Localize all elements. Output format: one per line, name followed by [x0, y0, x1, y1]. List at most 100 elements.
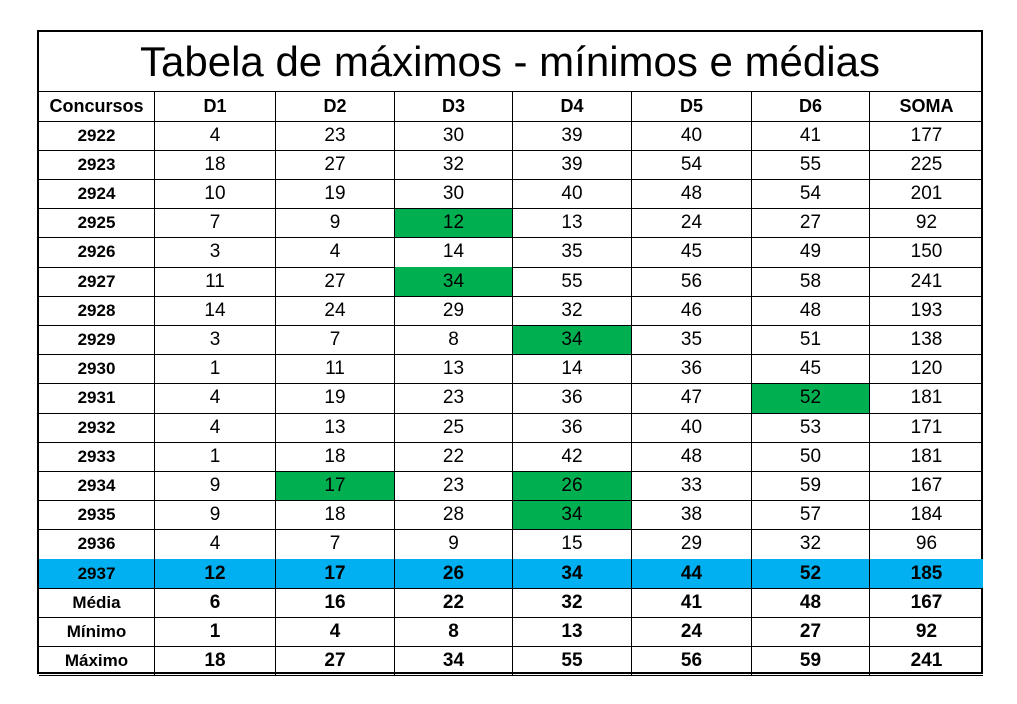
- table-cell: 120: [870, 355, 983, 385]
- column-header: D5: [632, 92, 752, 122]
- table-cell: 2936: [39, 530, 155, 560]
- table-cell: 22: [395, 588, 513, 619]
- table-cell: 16: [276, 588, 395, 619]
- table-cell: 34: [513, 559, 632, 589]
- table-cell: 14: [513, 354, 632, 385]
- table-cell: 9: [276, 208, 395, 239]
- table-cell: 26: [513, 471, 632, 502]
- table-cell: 34: [513, 325, 632, 356]
- table-cell: 19: [276, 384, 395, 414]
- table-cell: Máximo: [39, 646, 155, 677]
- table: Tabela de máximos - mínimos e médias Con…: [37, 30, 983, 677]
- table-cell: 14: [395, 238, 513, 268]
- table-cell: 201: [870, 180, 983, 210]
- table-cell: 1: [155, 354, 276, 385]
- table-cell: 52: [752, 384, 870, 414]
- table-cell: 167: [870, 588, 983, 619]
- table-cell: 55: [752, 150, 870, 181]
- table-cell: 7: [276, 325, 395, 356]
- column-header: D6: [752, 92, 870, 122]
- table-cell: 32: [513, 588, 632, 619]
- table-cell: 1: [155, 617, 276, 648]
- table-cell: 2933: [39, 442, 155, 473]
- table-cell: 241: [870, 267, 983, 297]
- table-cell: 6: [155, 588, 276, 619]
- table-cell: 2925: [39, 208, 155, 239]
- table-cell: 32: [513, 296, 632, 327]
- table-cell: 56: [632, 267, 752, 297]
- table-cell: 52: [752, 559, 870, 589]
- table-cell: 40: [513, 179, 632, 210]
- table-cell: 184: [870, 501, 983, 531]
- table-cell: 10: [155, 179, 276, 210]
- table-cell: 13: [395, 354, 513, 385]
- table-cell: 2928: [39, 296, 155, 327]
- table-cell: 4: [155, 121, 276, 151]
- table-cell: 225: [870, 150, 983, 181]
- table-cell: 92: [870, 209, 983, 239]
- column-header: D2: [276, 92, 395, 122]
- table-cell: 24: [276, 296, 395, 327]
- table-cell: 15: [513, 530, 632, 560]
- table-cell: 3: [155, 238, 276, 268]
- table-cell: 171: [870, 413, 983, 443]
- table-cell: 185: [870, 559, 983, 589]
- column-header: SOMA: [870, 92, 983, 122]
- table-cell: 36: [513, 413, 632, 443]
- table-cell: 27: [276, 150, 395, 181]
- table-cell: 38: [632, 500, 752, 531]
- table-cell: 26: [395, 559, 513, 589]
- table-cell: 36: [632, 354, 752, 385]
- table-cell: 4: [276, 238, 395, 268]
- table-cell: 9: [155, 471, 276, 502]
- table-cell: 18: [155, 646, 276, 677]
- table-cell: 19: [276, 179, 395, 210]
- table-cell: 17: [276, 559, 395, 589]
- table-cell: 59: [752, 646, 870, 677]
- table-cell: 59: [752, 471, 870, 502]
- table-cell: 12: [155, 559, 276, 589]
- table-cell: 24: [632, 208, 752, 239]
- table-cell: 34: [395, 267, 513, 297]
- table-cell: 48: [632, 442, 752, 473]
- table-cell: 35: [513, 238, 632, 268]
- table-cell: 2924: [39, 179, 155, 210]
- table-cell: 40: [632, 121, 752, 151]
- table-cell: 58: [752, 267, 870, 297]
- table-cell: 2930: [39, 354, 155, 385]
- table-cell: 32: [395, 150, 513, 181]
- table-cell: 138: [870, 326, 983, 356]
- table-cell: 11: [155, 267, 276, 297]
- table-cell: 53: [752, 413, 870, 443]
- table-cell: 54: [752, 179, 870, 210]
- table-cell: 39: [513, 150, 632, 181]
- table-cell: 48: [632, 179, 752, 210]
- table-cell: 18: [155, 150, 276, 181]
- table-cell: 11: [276, 354, 395, 385]
- table-cell: 241: [870, 647, 983, 677]
- table-cell: 2927: [39, 267, 155, 297]
- table-cell: 54: [632, 150, 752, 181]
- table-cell: 29: [395, 296, 513, 327]
- table-cell: 57: [752, 500, 870, 531]
- column-header: Concursos: [39, 92, 155, 122]
- table-cell: 2926: [39, 238, 155, 268]
- table-cell: 50: [752, 442, 870, 473]
- table-cell: 2932: [39, 413, 155, 443]
- table-cell: Média: [39, 588, 155, 619]
- table-cell: 32: [752, 530, 870, 560]
- table-cell: 7: [276, 530, 395, 560]
- table-cell: 177: [870, 121, 983, 151]
- table-cell: 8: [395, 617, 513, 648]
- table-cell: 34: [513, 500, 632, 531]
- table-cell: 46: [632, 296, 752, 327]
- table-cell: 2934: [39, 471, 155, 502]
- column-header: D1: [155, 92, 276, 122]
- table-cell: 27: [276, 646, 395, 677]
- table-cell: 3: [155, 325, 276, 356]
- table-cell: 17: [276, 471, 395, 502]
- table-cell: 13: [513, 617, 632, 648]
- table-cell: 14: [155, 296, 276, 327]
- table-cell: 27: [752, 208, 870, 239]
